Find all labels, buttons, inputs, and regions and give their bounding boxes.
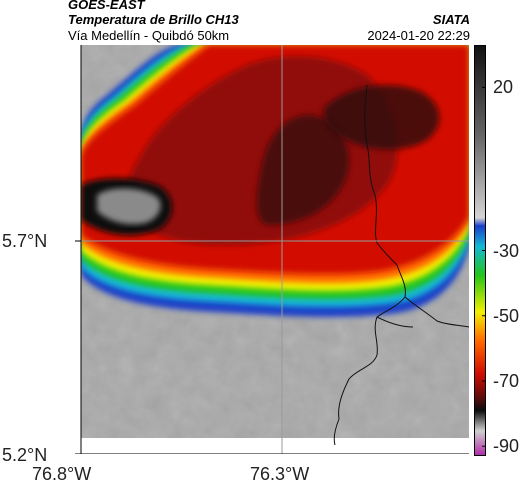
region-label: Vía Medellín - Quibdó 50km — [68, 28, 230, 43]
brightness-temperature-map — [67, 45, 469, 454]
lon-label-76.8: 76.8°W — [32, 464, 92, 484]
datetime-label: 2024-01-20 22:29 — [367, 28, 470, 43]
imagery-layer — [81, 45, 469, 438]
border-line-branch — [376, 316, 414, 328]
colorbar-tick-label: -70 — [493, 370, 520, 391]
colorbar-tick-label: -50 — [493, 305, 520, 326]
colorbar-tick-label: -30 — [493, 240, 520, 261]
coldest-top-gray — [97, 188, 161, 225]
colorbar-ticks — [482, 86, 486, 447]
cloud-core-darkred-north — [323, 85, 440, 150]
cloud-core-darkred — [257, 115, 349, 225]
org-label: SIATA — [432, 12, 470, 27]
product-title: Temperatura de Brillo CH13 — [68, 12, 239, 27]
lat-label-5.2: 5.2°N — [2, 445, 48, 465]
colorbar — [474, 45, 486, 456]
border-line-east — [404, 296, 469, 328]
satellite-title: GOES-EAST — [68, 0, 145, 12]
colorbar-tick-label: 20 — [493, 77, 514, 98]
lat-label-5.7: 5.7°N — [2, 231, 48, 251]
colorbar-tick-label: -90 — [493, 436, 520, 457]
lon-label-76.3: 76.3°W — [250, 464, 310, 484]
